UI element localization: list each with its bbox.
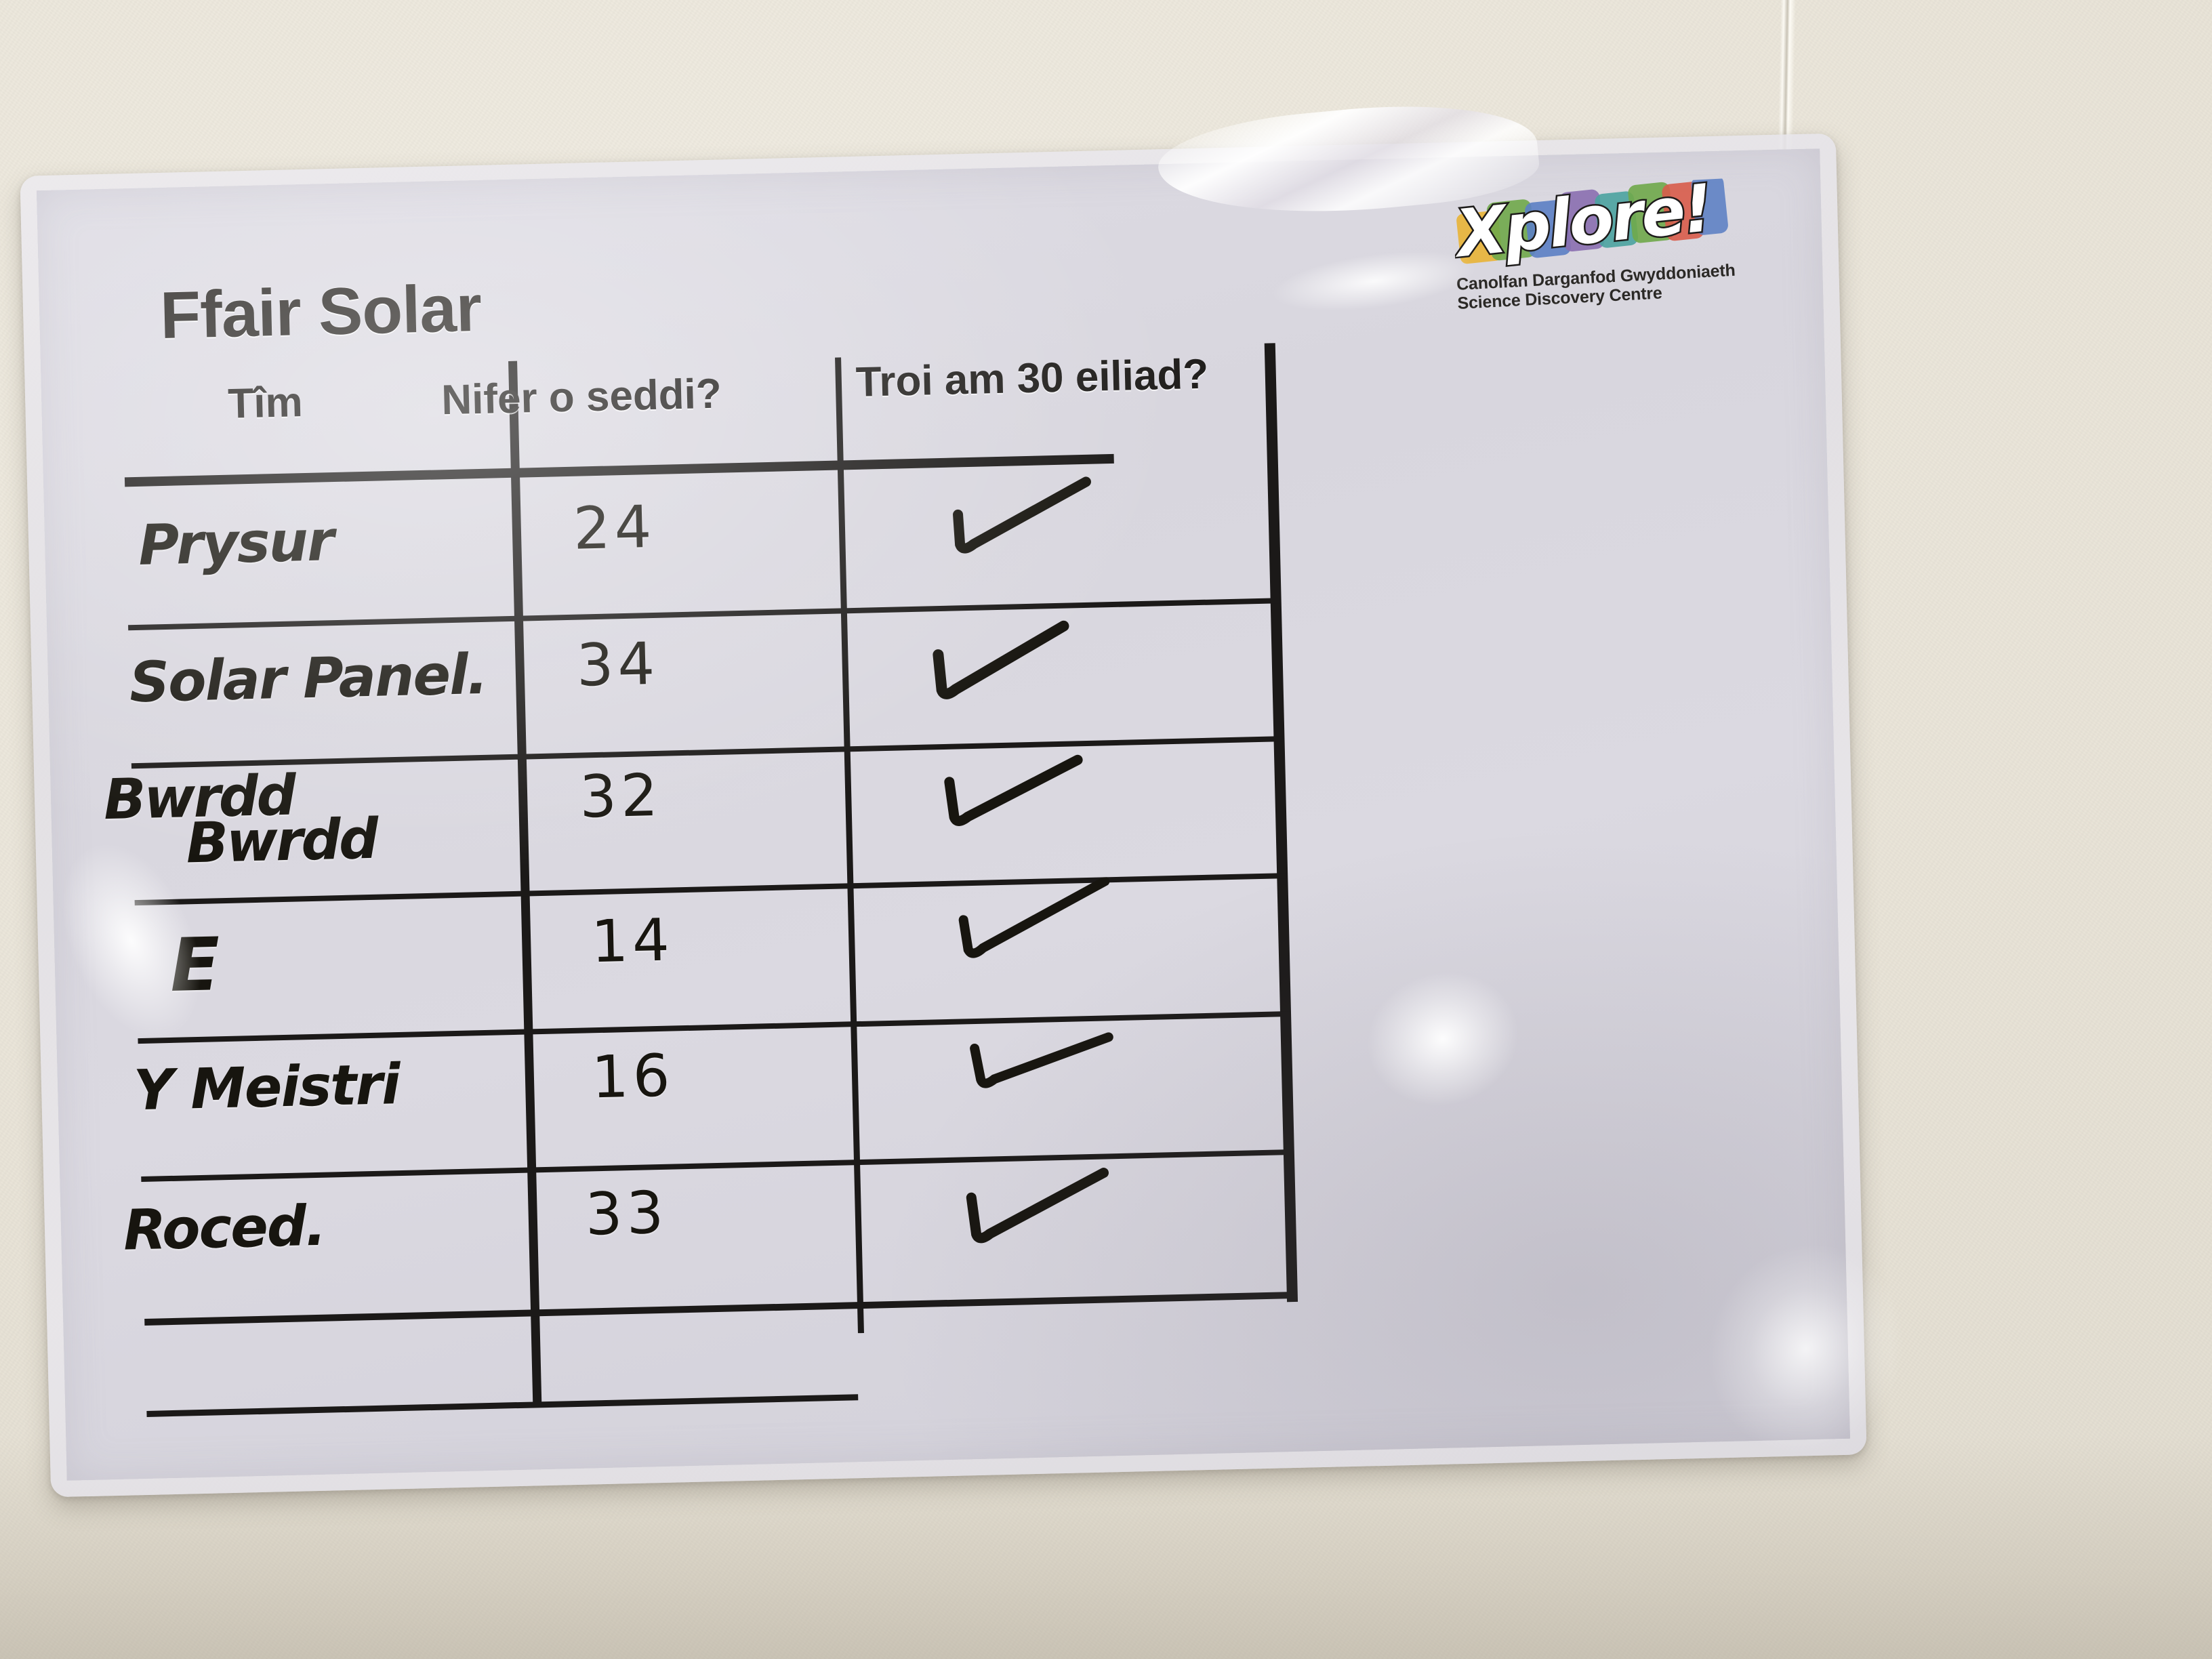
table-row-rule-5 bbox=[141, 1149, 1293, 1183]
table-column-rule-1 bbox=[508, 361, 542, 1405]
column-header-team: Tîm bbox=[227, 379, 304, 428]
checkmark-icon bbox=[938, 754, 1096, 839]
table-row: Bwrdd Bwrdd bbox=[103, 764, 377, 876]
results-table: Tîm Nifer o seddi? Troi am 30 eiliad? Pr… bbox=[103, 333, 1739, 1417]
column-header-spin: Troi am 30 eiliad? bbox=[855, 350, 1209, 406]
table-row-rule-1 bbox=[128, 598, 1280, 631]
checkmark-icon bbox=[960, 1166, 1118, 1254]
cell-seats: 24 bbox=[572, 493, 657, 563]
table-row: E bbox=[169, 922, 220, 1008]
poster-paper: Ffair Solar bbox=[0, 148, 1980, 1530]
checkmark-icon bbox=[964, 1025, 1122, 1103]
checkmark-icon bbox=[945, 476, 1103, 567]
table-row: Prysur bbox=[138, 509, 334, 578]
cell-seats: 33 bbox=[584, 1179, 669, 1249]
cell-seats: 16 bbox=[590, 1042, 675, 1112]
xplore-logo: Xplore! Canolfan Darganfod Gwyddoniaeth … bbox=[1452, 178, 1749, 313]
column-header-seats: Nifer o seddi? bbox=[441, 370, 722, 424]
table-row: Solar Panel. bbox=[128, 642, 488, 716]
table-row-rule-6 bbox=[144, 1291, 1296, 1326]
checkmark-icon bbox=[928, 619, 1086, 710]
cell-seats: 14 bbox=[590, 906, 674, 977]
page-title: Ffair Solar bbox=[159, 270, 483, 353]
checkmark-icon bbox=[954, 876, 1119, 969]
xplore-wordmark-icon: Xplore! bbox=[1452, 178, 1747, 274]
table-bottom-rule bbox=[146, 1394, 859, 1417]
table-row: Roced. bbox=[122, 1193, 326, 1263]
table-row-rule-2 bbox=[131, 736, 1284, 769]
table-right-border bbox=[1264, 343, 1298, 1303]
cell-seats: 34 bbox=[575, 630, 660, 700]
table-column-rule-2 bbox=[835, 357, 864, 1334]
table-row: Y Meistri bbox=[133, 1052, 401, 1124]
cell-seats: 32 bbox=[579, 761, 663, 832]
laminated-poster: Ffair Solar bbox=[0, 91, 1980, 1530]
